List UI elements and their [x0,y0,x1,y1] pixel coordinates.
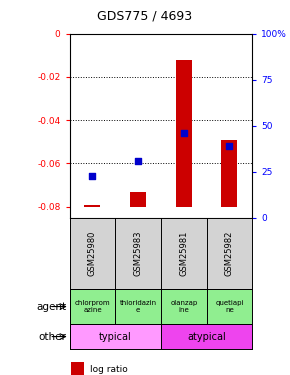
Text: GDS775 / 4693: GDS775 / 4693 [97,9,193,22]
Text: GSM25983: GSM25983 [134,230,143,276]
Text: atypical: atypical [187,332,226,342]
Text: typical: typical [99,332,132,342]
Point [182,130,186,136]
Bar [222,140,238,207]
Bar [130,192,146,207]
Bar [176,60,192,207]
Text: GSM25980: GSM25980 [88,230,97,276]
Point [90,173,95,179]
Bar [71,362,84,375]
FancyBboxPatch shape [70,324,161,349]
FancyBboxPatch shape [161,324,252,349]
FancyBboxPatch shape [161,289,206,324]
Text: quetiapi
ne: quetiapi ne [215,300,244,313]
Text: other: other [39,332,67,342]
FancyBboxPatch shape [206,289,252,324]
Text: chlorprom
azine: chlorprom azine [75,300,110,313]
Point [136,158,140,164]
Text: GSM25982: GSM25982 [225,230,234,276]
Point [227,143,232,149]
FancyBboxPatch shape [70,289,115,324]
Text: GSM25981: GSM25981 [179,230,188,276]
Text: olanzap
ine: olanzap ine [170,300,197,313]
FancyBboxPatch shape [115,289,161,324]
Text: agent: agent [37,302,67,312]
Text: thioridazin
e: thioridazin e [119,300,157,313]
Text: log ratio: log ratio [90,364,127,374]
Bar [84,204,100,207]
